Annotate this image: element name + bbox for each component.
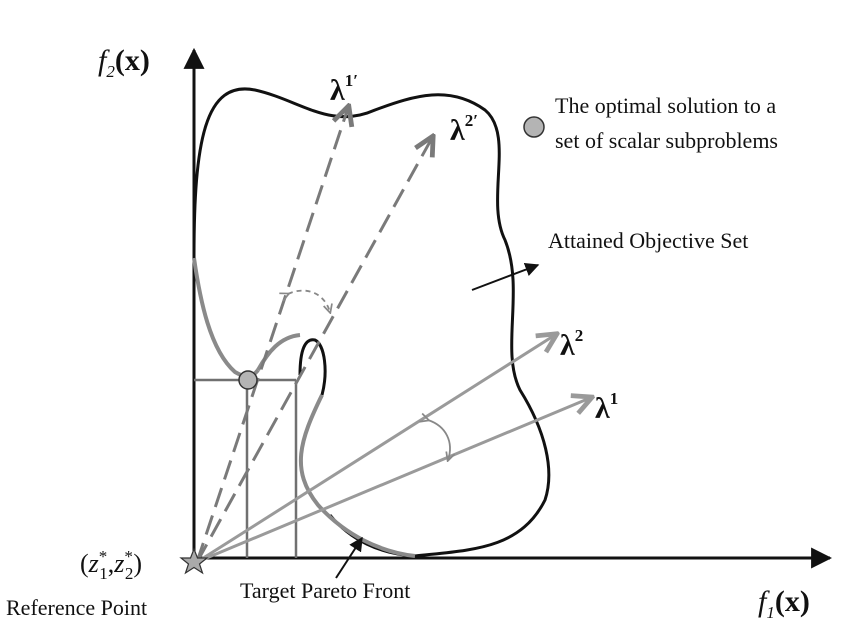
- lambda1-vector: [196, 398, 590, 564]
- attained-set-pointer: [471, 262, 540, 291]
- target-pareto-front-knee: [256, 333, 301, 371]
- lambda1-label: λ1: [595, 389, 618, 425]
- x-axis-label: f1(x): [758, 585, 810, 622]
- y-axis-label: f2(x): [98, 44, 150, 81]
- lambda2-label: λ2: [560, 326, 583, 362]
- lambda2-vector: [196, 335, 555, 564]
- dashed-angle-arc: [288, 289, 330, 312]
- lambda1-prime-label: λ1′: [330, 71, 358, 107]
- attained-set-boundary: [192, 87, 551, 558]
- lambda2-prime-label: λ2′: [450, 111, 478, 147]
- legend-text-line1: The optimal solution to a: [555, 93, 776, 118]
- pareto-front-pointer: [335, 536, 363, 579]
- legend-text-line2: set of scalar subproblems: [555, 128, 778, 153]
- target-pareto-front-lower: [298, 394, 416, 558]
- lambda1-prime-vector: [195, 108, 348, 563]
- reference-point-coords: (z* 1,z* 2): [80, 547, 142, 583]
- solid-angle-arc: [428, 420, 450, 460]
- attained-set-bulge: [298, 338, 327, 396]
- target-pareto-front-upper: [192, 257, 260, 379]
- star-icon: [179, 547, 209, 575]
- optimal-solution-marker: [238, 370, 258, 390]
- target-pareto-front-label: Target Pareto Front: [240, 578, 410, 603]
- attained-set-label: Attained Objective Set: [548, 228, 748, 253]
- circle-icon: [523, 116, 545, 138]
- reference-point-label: Reference Point: [6, 595, 147, 620]
- lambda2-prime-vector: [195, 138, 432, 563]
